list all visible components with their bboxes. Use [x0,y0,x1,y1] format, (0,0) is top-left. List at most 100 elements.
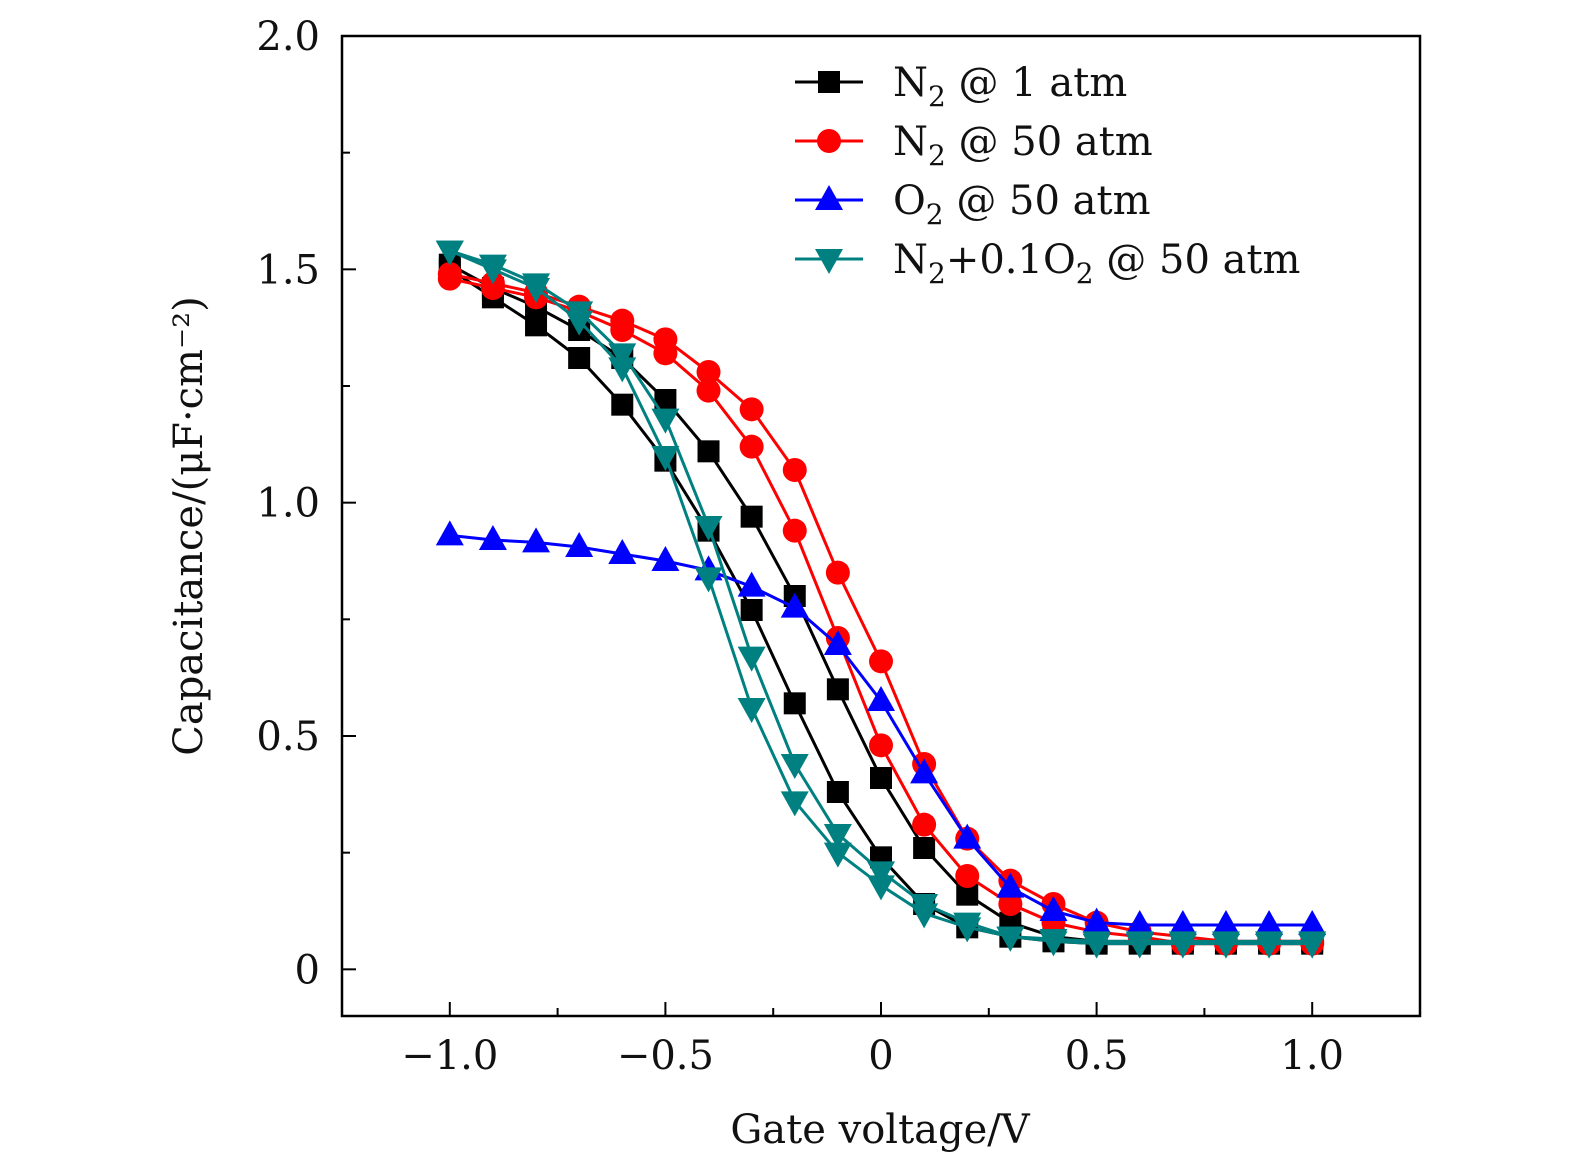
legend-item: N2+0.1O2 @ 50 atm [795,237,1300,290]
series-triangle-up [435,520,1327,935]
data-point [697,440,720,463]
series-layer [435,240,1327,959]
data-point [867,875,895,901]
data-point [1255,933,1284,959]
x-tick-label: −1.0 [401,1033,498,1079]
series-line [449,277,1313,946]
data-point [913,837,936,859]
data-point [739,434,764,459]
data-point [478,259,507,285]
data-point [1168,933,1197,959]
data-point [611,393,634,416]
data-point [867,861,895,887]
data-point [910,903,939,929]
data-point [608,539,637,564]
data-point [1082,907,1111,933]
data-point [823,824,852,849]
data-point [653,341,678,366]
y-tick-label: 1.5 [256,247,320,293]
data-point [694,567,723,593]
data-point [825,560,850,585]
data-point [737,571,766,597]
x-axis-title: Gate voltage/V [730,1107,1030,1153]
data-point [912,812,937,837]
data-point [651,546,680,571]
series-triangle-down [435,240,1327,959]
legend: N2 @ 1 atm N2 @ 50 atm O2 @ 50 atm N2+0.1O2… [795,60,1300,290]
y-tick-label: 1.0 [256,481,320,527]
data-point [1211,910,1240,935]
data-point [953,917,982,943]
x-tick-label: −0.5 [617,1033,714,1079]
data-point [737,698,766,723]
legend-marker [818,71,840,93]
legend-item: N2 @ 1 atm [795,60,1127,113]
data-point [867,686,895,711]
data-point [823,630,852,655]
legend-marker [817,129,841,153]
data-point [869,649,893,674]
data-point [435,520,464,546]
y-tick-label: 0 [295,947,320,993]
data-point [522,278,551,303]
data-point [522,527,551,553]
series-line [448,268,1313,946]
axis-tick-labels: −1.0 −0.5 0 0.5 1.0 0 0.5 1.0 1.5 2.0 [256,14,1344,1079]
data-point [654,389,677,411]
axis-ticks [342,35,1314,1016]
data-point [910,758,939,784]
data-point [696,360,721,384]
data-point [437,266,462,291]
data-point [565,532,594,557]
data-point [956,883,979,906]
data-point [782,518,807,543]
data-point [1168,910,1197,935]
data-point [1125,933,1154,959]
data-point [783,692,806,715]
legend-item: N2 @ 50 atm [795,119,1153,172]
data-point [996,926,1025,952]
y-tick-label: 2.0 [256,14,320,60]
data-point [870,767,892,789]
y-tick-label: 0.5 [256,714,320,760]
legend-label: N2 @ 50 atm [893,119,1153,172]
data-point [740,505,763,528]
data-point [696,378,721,403]
series-square [438,253,1324,955]
series-line [449,272,1313,943]
data-point [1298,933,1327,959]
data-point [737,646,766,672]
data-point [780,791,809,817]
y-axis-title: Capacitance/(μF·cm⁻²) [166,296,212,756]
data-point [955,864,980,888]
legend-marker [815,185,843,210]
data-point [780,754,809,779]
data-point [826,781,849,803]
legend-item: O2 @ 50 atm [795,178,1151,231]
data-point [651,408,680,434]
data-point [565,310,594,336]
data-point [998,892,1023,916]
x-tick-label: 1.0 [1280,1033,1344,1079]
data-point [1039,896,1068,921]
data-point [478,525,507,550]
data-point [823,842,852,868]
data-point [996,872,1025,898]
data-point [608,357,637,383]
data-point [740,599,763,621]
x-tick-label: 0.5 [1065,1033,1129,1079]
legend-label: N2 @ 1 atm [893,60,1127,113]
data-point [1125,910,1154,935]
data-point [826,678,849,701]
data-point [694,516,723,541]
data-point [1082,933,1111,959]
data-point [1211,933,1240,959]
data-point [1298,910,1327,935]
data-point [480,276,505,300]
legend-label: O2 @ 50 atm [893,178,1151,231]
data-point [1039,931,1068,957]
data-point [610,318,635,342]
legend-label: N2+0.1O2 @ 50 atm [893,237,1300,290]
data-point [869,733,893,758]
